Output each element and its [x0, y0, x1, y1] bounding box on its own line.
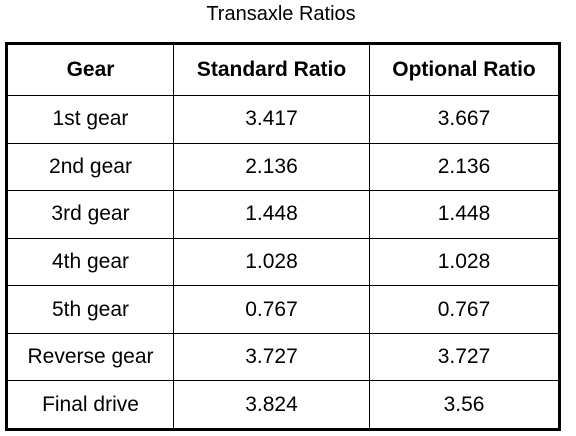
gear-cell: 5th gear — [6, 285, 174, 334]
table-title: Transaxle Ratios — [206, 3, 356, 25]
ratio-cell: 3.667 — [369, 95, 560, 144]
ratio-table: Gear Standard Ratio Optional Ratio 1st gea… — [5, 42, 561, 431]
header-row: Gear Standard Ratio Optional Ratio — [6, 43, 560, 96]
gear-cell: 2nd gear — [6, 142, 174, 192]
ratio-cell: 1.028 — [369, 237, 560, 287]
table-row: Final drive 3.824 3.56 — [6, 380, 560, 430]
ratio-cell: 3.56 — [369, 380, 560, 430]
header-cell: Gear — [6, 43, 174, 96]
table-body: 1st gear 3.417 3.667 2nd gear 2.136 2.136 3rd … — [6, 95, 560, 430]
gear-cell: 3rd gear — [6, 190, 174, 239]
ratio-cell: 3.727 — [173, 332, 370, 382]
gear-cell: 1st gear — [6, 95, 174, 144]
table-row: Reverse gear 3.727 3.727 — [6, 332, 560, 382]
ratio-cell: 0.767 — [369, 285, 560, 334]
ratio-cell: 2.136 — [369, 142, 560, 192]
gear-cell: Reverse gear — [6, 332, 174, 382]
ratio-cell: 1.448 — [369, 190, 560, 239]
header-cell: Standard Ratio — [173, 43, 370, 96]
ratio-cell: 0.767 — [173, 285, 370, 334]
table-row: 3rd gear 1.448 1.448 — [6, 190, 560, 239]
header-cell: Optional Ratio — [369, 43, 560, 96]
table-row: 5th gear 0.767 0.767 — [6, 285, 560, 334]
table-row: 1st gear 3.417 3.667 — [6, 95, 560, 144]
gear-cell: Final drive — [6, 380, 174, 430]
table-row: 4th gear 1.028 1.028 — [6, 237, 560, 287]
ratio-cell: 2.136 — [173, 142, 370, 192]
gear-cell: 4th gear — [6, 237, 174, 287]
ratio-cell: 3.417 — [173, 95, 370, 144]
ratio-cell: 1.448 — [173, 190, 370, 239]
ratio-cell: 3.727 — [369, 332, 560, 382]
ratio-cell: 1.028 — [173, 237, 370, 287]
ratio-cell: 3.824 — [173, 380, 370, 430]
table-row: 2nd gear 2.136 2.136 — [6, 142, 560, 192]
